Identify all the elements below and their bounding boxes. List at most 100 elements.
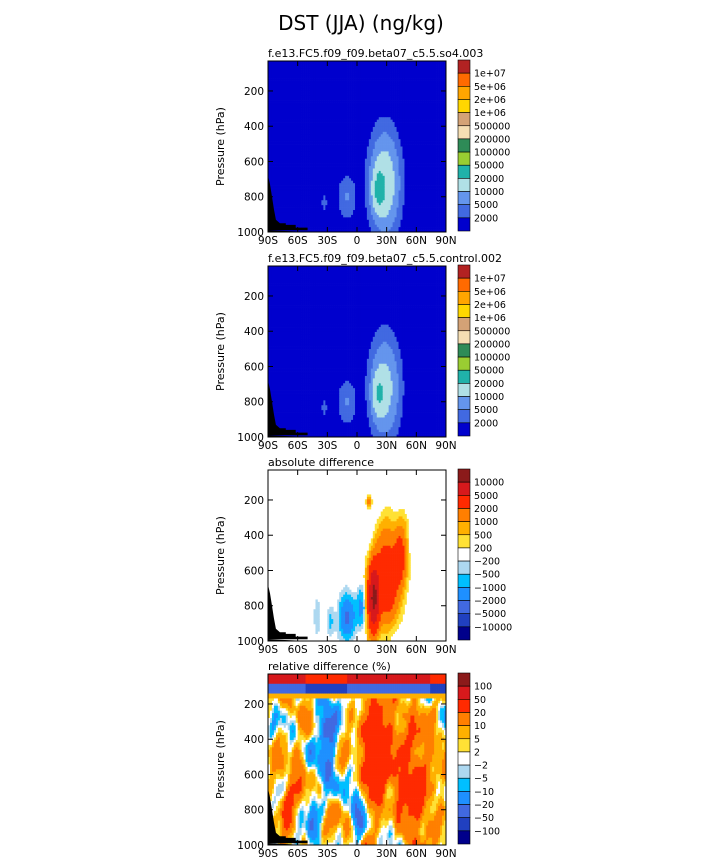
contour-cell <box>317 87 320 91</box>
contour-cell <box>372 210 376 213</box>
contour-cell <box>368 131 372 135</box>
contour-cell <box>311 102 314 106</box>
contour-cell <box>374 192 378 196</box>
contour-cell <box>353 119 356 123</box>
contour-cell <box>378 161 382 164</box>
contour-cell <box>307 183 310 186</box>
contour-cell <box>335 207 338 211</box>
contour-cell <box>279 173 283 177</box>
contour-cell <box>289 95 293 98</box>
contour-cell <box>305 139 308 142</box>
contour-cell <box>341 224 344 228</box>
contour-cell <box>323 200 326 204</box>
contour-cell <box>271 190 275 194</box>
contour-cell <box>303 151 306 155</box>
contour-cell <box>289 90 293 94</box>
contour-cell <box>279 104 283 108</box>
contour-cell <box>327 219 330 223</box>
contour-cell <box>347 61 350 64</box>
contour-cell <box>311 212 314 216</box>
contour-cell <box>331 227 334 230</box>
contour-cell <box>357 214 360 218</box>
contour-cell <box>289 207 293 211</box>
contour-cell <box>355 95 358 98</box>
contour-cell <box>351 183 354 186</box>
contour-cell <box>358 156 362 160</box>
contour-cell <box>297 134 300 138</box>
contour-cell <box>358 102 362 106</box>
contour-cell <box>277 148 281 152</box>
contour-cell <box>368 85 372 89</box>
contour-cell <box>360 107 364 111</box>
contour-cell <box>317 170 320 174</box>
contour-cell <box>323 87 326 91</box>
contour-cell <box>335 173 338 177</box>
contour-cell <box>305 117 308 120</box>
contour-cell <box>358 109 362 113</box>
contour-cell <box>301 119 304 123</box>
contour-cell <box>317 107 320 111</box>
contour-cell <box>285 109 289 113</box>
contour-cell <box>303 114 306 118</box>
contour-cell <box>347 104 350 108</box>
contour-cell <box>362 180 366 184</box>
contour-cell <box>337 87 340 91</box>
contour-cell <box>376 80 380 84</box>
contour-cell <box>351 136 354 140</box>
contour-cell <box>360 163 364 167</box>
contour-cell <box>335 95 338 98</box>
contour-cell <box>321 210 324 213</box>
contour-cell <box>289 190 293 194</box>
contour-cell <box>378 158 382 162</box>
contour-cell <box>343 65 346 69</box>
contour-cell <box>366 202 370 206</box>
contour-cell <box>279 170 283 174</box>
contour-cell <box>347 75 350 79</box>
contour-cell <box>293 141 297 145</box>
contour-cell <box>349 200 352 204</box>
contour-cell <box>297 212 300 216</box>
contour-cell <box>378 210 382 213</box>
contour-cell <box>307 207 310 211</box>
contour-cell <box>281 75 285 79</box>
contour-cell <box>291 156 295 160</box>
contour-cell <box>271 112 275 116</box>
contour-cell <box>333 144 336 147</box>
contour-cell <box>329 139 332 142</box>
contour-cell <box>341 180 344 184</box>
contour-cell <box>341 141 344 145</box>
contour-cell <box>301 117 304 120</box>
contour-cell <box>271 92 275 96</box>
contour-cell <box>349 146 352 150</box>
contour-cell <box>325 80 328 84</box>
contour-cell <box>345 136 348 140</box>
contour-cell <box>333 163 336 167</box>
contour-cell <box>380 192 384 196</box>
contour-cell <box>329 85 332 89</box>
contour-cell <box>325 136 328 140</box>
contour-cell <box>311 192 314 196</box>
contour-cell <box>335 197 338 201</box>
contour-cell <box>295 104 299 108</box>
contour-cell <box>299 92 302 96</box>
contour-cell <box>382 82 386 86</box>
contour-cell <box>351 151 354 155</box>
contour-cell <box>360 124 364 128</box>
contour-cell <box>307 188 310 191</box>
contour-cell <box>285 100 289 103</box>
contour-cell <box>364 107 368 111</box>
contour-cell <box>378 224 382 228</box>
contour-cell <box>333 97 336 101</box>
contour-cell <box>331 122 334 125</box>
contour-cell <box>273 92 277 96</box>
contour-cell <box>331 166 334 169</box>
contour-cell <box>364 173 368 177</box>
contour-cell <box>295 141 299 145</box>
contour-cell <box>384 224 388 228</box>
contour-cell <box>311 92 314 96</box>
contour-cell <box>341 200 344 204</box>
contour-cell <box>360 168 364 172</box>
contour-cell <box>279 202 283 206</box>
contour-cell <box>357 144 360 147</box>
